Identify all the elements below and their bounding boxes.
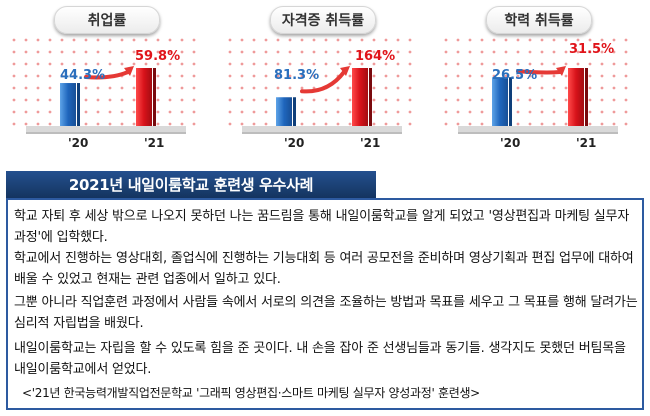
chart-base-shadow xyxy=(26,132,186,134)
chart-certificate-rate: 자격증 취득률 81.3% 164% '20 '21 xyxy=(224,0,420,160)
growth-arrow-head xyxy=(556,66,566,76)
case-paragraph-3: 그뿐 아니라 직업훈련 과정에서 사람들 속에서 서로의 의견을 조율하는 방법… xyxy=(14,295,638,331)
bar-2020 xyxy=(60,83,80,126)
chart-base-shadow xyxy=(242,132,402,134)
bar-label-2020: 81.3% xyxy=(274,68,320,83)
bar-label-2021: 31.5% xyxy=(569,42,615,57)
chart-education-rate: 학력 취득률 26.5% 31.5% '20 '21 xyxy=(440,0,636,160)
case-paragraph-1: 학교 자퇴 후 세상 밖으로 나오지 못하던 나는 꿈드림을 통해 내일이룸학교… xyxy=(14,209,630,245)
chart-title: 자격증 취득률 xyxy=(270,6,376,34)
case-heading: 2021년 내일이룸학교 훈련생 우수사례 xyxy=(6,171,376,198)
x-tick-2020: '20 xyxy=(284,136,305,150)
bar-2020 xyxy=(492,77,512,126)
x-tick-2021: '21 xyxy=(144,136,165,150)
background-dots xyxy=(444,38,628,126)
chart-base xyxy=(26,126,186,133)
chart-svg xyxy=(12,38,196,134)
bar-label-2021: 59.8% xyxy=(135,49,181,64)
x-tick-2021: '21 xyxy=(360,136,381,150)
x-tick-2020: '20 xyxy=(68,136,89,150)
chart-base xyxy=(242,126,402,133)
chart-svg xyxy=(444,38,628,134)
case-paragraph-2: 학교에서 진행하는 영상대회, 졸업식에 진행하는 기능대회 등 여러 공모전을… xyxy=(14,251,634,287)
x-tick-2021: '21 xyxy=(576,136,597,150)
chart-employment-rate: 취업률 44.3% 59.8% '20 '21 xyxy=(8,0,204,160)
bar-label-2021: 164% xyxy=(355,49,396,64)
bar-label-2020: 26.5% xyxy=(492,68,538,83)
bar-label-2020: 44.3% xyxy=(60,68,106,83)
bar-2021 xyxy=(568,68,588,126)
case-paragraph-4: 내일이룸학교는 자립을 할 수 있도록 힘을 준 곳이다. 내 손을 잡아 준 … xyxy=(14,341,626,377)
chart-title: 학력 취득률 xyxy=(486,6,592,34)
chart-svg xyxy=(228,38,412,134)
background-dots xyxy=(12,38,196,126)
growth-arrow-head xyxy=(124,66,134,76)
growth-arrow xyxy=(300,70,346,94)
chart-base-shadow xyxy=(458,132,618,134)
x-tick-2020: '20 xyxy=(500,136,521,150)
case-text-box xyxy=(6,198,644,410)
chart-base xyxy=(458,126,618,133)
bar-2021 xyxy=(136,68,156,126)
bar-2020 xyxy=(276,97,296,126)
chart-title: 취업률 xyxy=(54,6,160,34)
bar-2021 xyxy=(352,68,372,126)
growth-arrow xyxy=(516,69,562,75)
growth-arrow xyxy=(84,70,130,80)
growth-arrow-head xyxy=(340,66,350,76)
case-source: <'21년 한국능력개발직업전문학교 '그래픽 영상편집·스마트 마케팅 실무자… xyxy=(22,386,480,400)
